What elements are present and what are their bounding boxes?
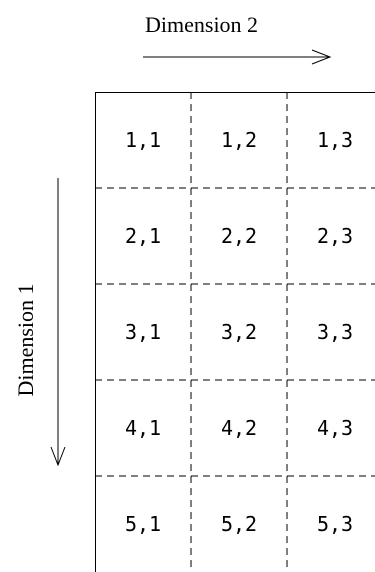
cell-3-3: 3,3 xyxy=(316,320,354,344)
cell-1-3: 1,3 xyxy=(316,128,354,152)
cell-3-1: 3,1 xyxy=(124,320,162,344)
dimension-1-arrow xyxy=(50,178,66,467)
dimension-2-arrow xyxy=(143,49,332,65)
dimension-2-label: Dimension 2 xyxy=(145,12,259,37)
cell-4-1: 4,1 xyxy=(124,416,162,440)
grid-lines xyxy=(95,92,375,572)
cell-2-1: 2,1 xyxy=(124,224,162,248)
cell-2-2: 2,2 xyxy=(220,224,258,248)
cell-1-2: 1,2 xyxy=(220,128,258,152)
cell-3-2: 3,2 xyxy=(220,320,258,344)
cell-1-1: 1,1 xyxy=(124,128,162,152)
cell-5-2: 5,2 xyxy=(220,512,258,536)
cell-4-3: 4,3 xyxy=(316,416,354,440)
cell-2-3: 2,3 xyxy=(316,224,354,248)
cell-4-2: 4,2 xyxy=(220,416,258,440)
cell-5-1: 5,1 xyxy=(124,512,162,536)
array-grid: 1,1 1,2 1,3 2,1 2,2 2,3 3,1 3,2 3,3 4,1 … xyxy=(95,92,375,572)
cell-5-3: 5,3 xyxy=(316,512,354,536)
